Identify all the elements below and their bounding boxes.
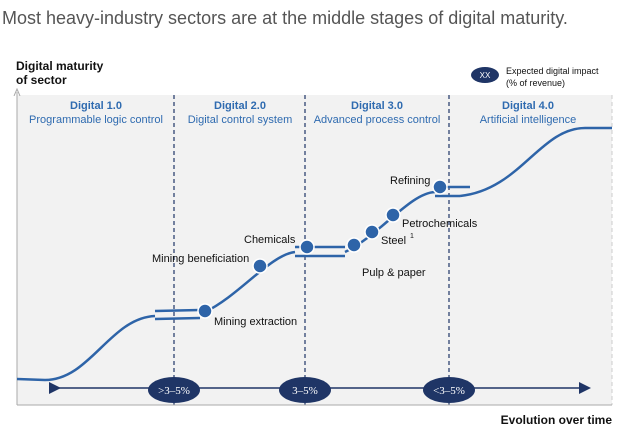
- sector-point: [299, 239, 315, 255]
- impact-label: 3–5%: [292, 385, 318, 397]
- curve: [204, 250, 296, 314]
- sector-footnote: 1: [410, 233, 414, 240]
- sector-point: [432, 179, 448, 195]
- sector-point: [364, 224, 380, 240]
- impact-label: <3–5%: [433, 385, 465, 397]
- sector-point: [385, 207, 401, 223]
- stage-name: Digital 3.0: [351, 100, 403, 112]
- legend-text: Expected digital impact: [506, 66, 599, 76]
- legend-text: (% of revenue): [506, 78, 565, 88]
- sector-label: Mining extraction: [214, 316, 297, 328]
- impact-label: >3–5%: [158, 385, 190, 397]
- y-axis-label: Digital maturity: [16, 59, 104, 73]
- sector-label: Chemicals: [244, 234, 296, 246]
- sector-label: Refining: [390, 175, 430, 187]
- sector-point: [346, 237, 362, 253]
- stage-desc: Advanced process control: [314, 114, 441, 126]
- stage-name: Digital 2.0: [214, 100, 266, 112]
- sector-label: Mining beneficiation: [152, 253, 249, 265]
- stage-desc: Digital control system: [188, 114, 293, 126]
- impact-badge: [148, 377, 200, 403]
- sector-point: [252, 258, 268, 274]
- title: Most heavy-industry sectors are at the m…: [2, 8, 568, 28]
- curve-step: [154, 308, 201, 321]
- stage-name: Digital 1.0: [70, 100, 122, 112]
- stage-name: Digital 4.0: [502, 100, 554, 112]
- sector-point: [197, 303, 213, 319]
- impact-badge: [279, 377, 331, 403]
- stage-desc: Programmable logic control: [29, 114, 163, 126]
- legend-badge: [471, 67, 499, 83]
- impact-badge: [423, 377, 475, 403]
- x-axis-label: Evolution over time: [501, 413, 613, 427]
- curve: [16, 314, 156, 382]
- legend-badge-text: XX: [480, 71, 491, 80]
- y-axis-label: of sector: [16, 73, 67, 87]
- sector-label: Steel: [381, 235, 406, 247]
- chart-area: [17, 95, 612, 405]
- stage-desc: Artificial intelligence: [480, 114, 577, 126]
- curve: [459, 126, 612, 198]
- sector-label: Pulp & paper: [362, 267, 426, 279]
- sector-label: Petrochemicals: [402, 218, 478, 230]
